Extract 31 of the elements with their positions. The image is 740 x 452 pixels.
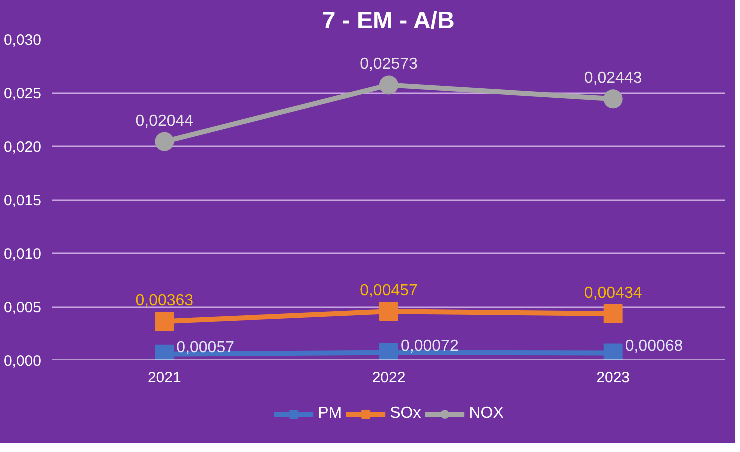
data-label: 0,00072 bbox=[401, 338, 459, 355]
y-tick-label: 0,010 bbox=[4, 246, 42, 263]
data-label: 0,00434 bbox=[584, 285, 642, 302]
y-tick-label: 0,030 bbox=[4, 32, 42, 49]
point bbox=[380, 343, 398, 360]
y-tick-label: 0,000 bbox=[4, 353, 42, 370]
y-tick-label: 0,005 bbox=[4, 300, 42, 316]
data-label: 0,00057 bbox=[176, 339, 235, 356]
point bbox=[604, 90, 623, 109]
y-tick-label: 0,015 bbox=[4, 192, 42, 210]
y-tick-label: 0,020 bbox=[4, 139, 42, 156]
point bbox=[604, 344, 623, 360]
data-label: 0,00457 bbox=[360, 282, 418, 300]
y-tick-label: 0,025 bbox=[4, 86, 42, 102]
point bbox=[380, 76, 398, 95]
chart-title: 7 - EM - A/B bbox=[322, 8, 455, 34]
legend-label: SOx bbox=[390, 405, 422, 423]
point bbox=[380, 302, 398, 322]
data-label: 0,02044 bbox=[136, 112, 194, 130]
point bbox=[604, 304, 623, 324]
point bbox=[155, 312, 174, 332]
point bbox=[155, 132, 174, 152]
data-label: 0,02443 bbox=[584, 70, 642, 88]
legend-label: NOX bbox=[469, 405, 504, 423]
x-tick-label: 2023 bbox=[596, 370, 630, 386]
data-label: 0,02573 bbox=[360, 56, 418, 74]
data-label: 0,00068 bbox=[625, 338, 684, 356]
data-label: 0,00363 bbox=[136, 292, 194, 310]
legend-label: PM bbox=[318, 405, 342, 423]
x-tick-label: 2021 bbox=[148, 370, 182, 386]
x-tick-label: 2022 bbox=[372, 370, 406, 386]
